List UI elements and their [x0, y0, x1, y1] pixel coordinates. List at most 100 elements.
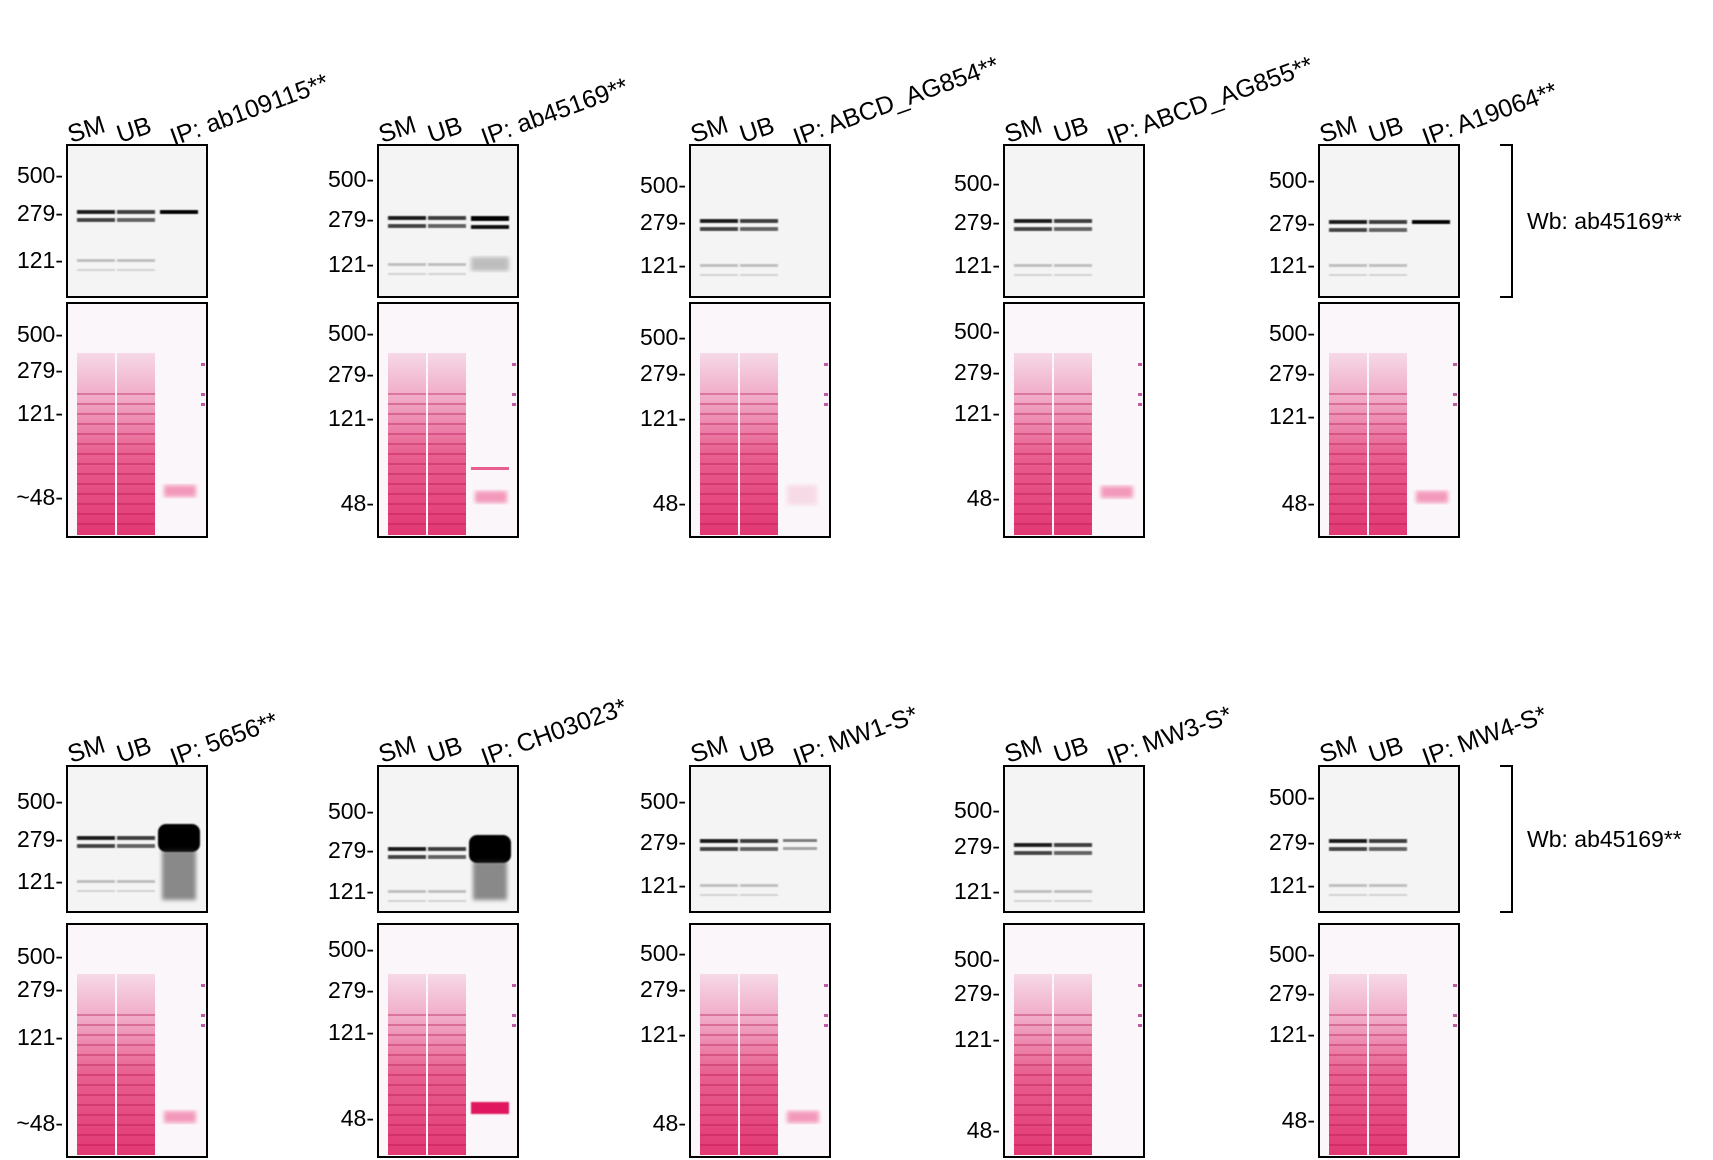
ponceau-mw-markers: 500- 279- 121- ~48- — [16, 321, 63, 510]
mw-marker-label: 279- — [640, 829, 686, 855]
band-upper — [1014, 843, 1052, 847]
ponceau-membrane — [377, 923, 519, 1158]
ponceau-band — [77, 433, 115, 435]
ladder-mark — [512, 403, 516, 406]
ladder-mark — [824, 1014, 828, 1017]
wb-membrane — [689, 144, 831, 298]
band-faint — [700, 884, 738, 887]
ponceau-band — [700, 403, 738, 405]
mw-marker-label: 279- — [17, 200, 63, 226]
lane-label-ub: UB — [424, 731, 466, 768]
band-upper — [1329, 839, 1367, 843]
ponceau-band — [77, 503, 115, 505]
ponceau-band — [1014, 1054, 1052, 1056]
mw-marker-label: 500- — [954, 946, 1000, 972]
band-upper — [1054, 843, 1092, 847]
ponceau-band — [428, 483, 466, 485]
mw-marker-label: 48- — [653, 490, 686, 516]
ponceau-band — [117, 1044, 155, 1046]
mw-marker-label: 121- — [954, 400, 1000, 426]
ponceau-band — [1329, 493, 1367, 495]
band-faint — [1329, 894, 1367, 896]
blot-panel: SM UB IP: ABCD_AG855** 500- 279- 121- 500- 279-… — [954, 51, 1317, 538]
lane-labels: SM UB IP: ab109115** — [64, 68, 332, 151]
wb-membrane — [377, 765, 519, 913]
bracket-line — [1500, 144, 1513, 298]
ponceau-band — [740, 1114, 778, 1116]
ponceau-band — [700, 503, 738, 505]
ponceau-band — [700, 1054, 738, 1056]
mw-marker-label: 121- — [1269, 252, 1315, 278]
mw-marker-label: 121- — [640, 252, 686, 278]
wb-mw-markers: 500- 279- 121- — [1269, 784, 1315, 898]
ponceau-band — [77, 443, 115, 445]
ponceau-band — [1329, 433, 1367, 435]
mw-marker-label: 48- — [341, 490, 374, 516]
ponceau-band — [388, 1054, 426, 1056]
ponceau-lane — [1369, 353, 1407, 535]
ip-band — [783, 839, 817, 842]
ponceau-band — [1054, 453, 1092, 455]
ponceau-band — [428, 523, 466, 525]
ponceau-band — [117, 1134, 155, 1136]
ponceau-band — [388, 523, 426, 525]
ip-antibody-label: IP: ab45169** — [477, 72, 632, 151]
ponceau-band — [77, 1094, 115, 1096]
heavy-chain-band — [1416, 491, 1448, 503]
band-faint — [1329, 884, 1367, 887]
ponceau-band — [388, 483, 426, 485]
band-faint — [388, 263, 426, 266]
ponceau-band — [700, 1014, 738, 1016]
band-faint — [1329, 264, 1367, 267]
ponceau-band — [1369, 1124, 1407, 1126]
band-lower — [700, 847, 738, 851]
ponceau-lane — [1054, 353, 1092, 535]
band-faint — [1014, 890, 1052, 893]
panel-grid: SM UB IP: ab109115**500-279-121-500-279-12… — [16, 51, 1682, 1158]
mw-marker-label: 279- — [954, 359, 1000, 385]
band-faint — [1014, 900, 1052, 902]
ponceau-lane — [117, 974, 155, 1155]
ladder-mark — [824, 393, 828, 396]
wb-mw-markers: 500- 279- 121- — [1269, 167, 1315, 278]
ladder-mark — [201, 1024, 205, 1027]
ponceau-band — [388, 493, 426, 495]
ponceau-membrane — [689, 302, 831, 538]
heavy-chain-band — [787, 1111, 819, 1123]
ponceau-band — [428, 1094, 466, 1096]
ponceau-band — [1014, 1064, 1052, 1066]
ponceau-band — [1014, 1014, 1052, 1016]
ponceau-band — [740, 473, 778, 475]
ponceau-band — [388, 453, 426, 455]
wb-membrane — [1318, 144, 1460, 298]
lane-label-sm: SM — [1316, 110, 1360, 148]
band-upper — [1369, 839, 1407, 843]
ponceau-band — [1014, 1104, 1052, 1106]
ip-antibody-label: IP: ab109115** — [166, 68, 332, 151]
mw-marker-label: 500- — [328, 166, 374, 192]
wb-mw-markers: 500- 279- 121- — [17, 162, 63, 273]
ip-band — [1412, 220, 1450, 224]
ponceau-band — [1369, 1064, 1407, 1066]
lane-labels: SM UB IP: A19064** — [1316, 77, 1561, 152]
ponceau-band — [1329, 423, 1367, 425]
ponceau-band — [117, 503, 155, 505]
ponceau-band — [388, 1034, 426, 1036]
ponceau-band — [740, 483, 778, 485]
mw-marker-label: 279- — [328, 837, 374, 863]
ponceau-band — [428, 1144, 466, 1146]
band-lower — [1329, 847, 1367, 851]
ponceau-band — [740, 463, 778, 465]
ponceau-band — [1054, 403, 1092, 405]
wb-membrane — [66, 144, 208, 298]
ponceau-band — [77, 1124, 115, 1126]
ponceau-band — [1014, 1074, 1052, 1076]
ponceau-band — [1369, 403, 1407, 405]
ponceau-band — [1329, 403, 1367, 405]
mw-marker-label: 500- — [328, 936, 374, 962]
ponceau-band — [428, 1044, 466, 1046]
lane-label-sm: SM — [687, 730, 731, 768]
ponceau-band — [117, 1104, 155, 1106]
lane-labels: SM UB IP: MW1-S* — [687, 701, 922, 772]
wb-antibody-label: Wb: ab45169** — [1527, 208, 1682, 234]
